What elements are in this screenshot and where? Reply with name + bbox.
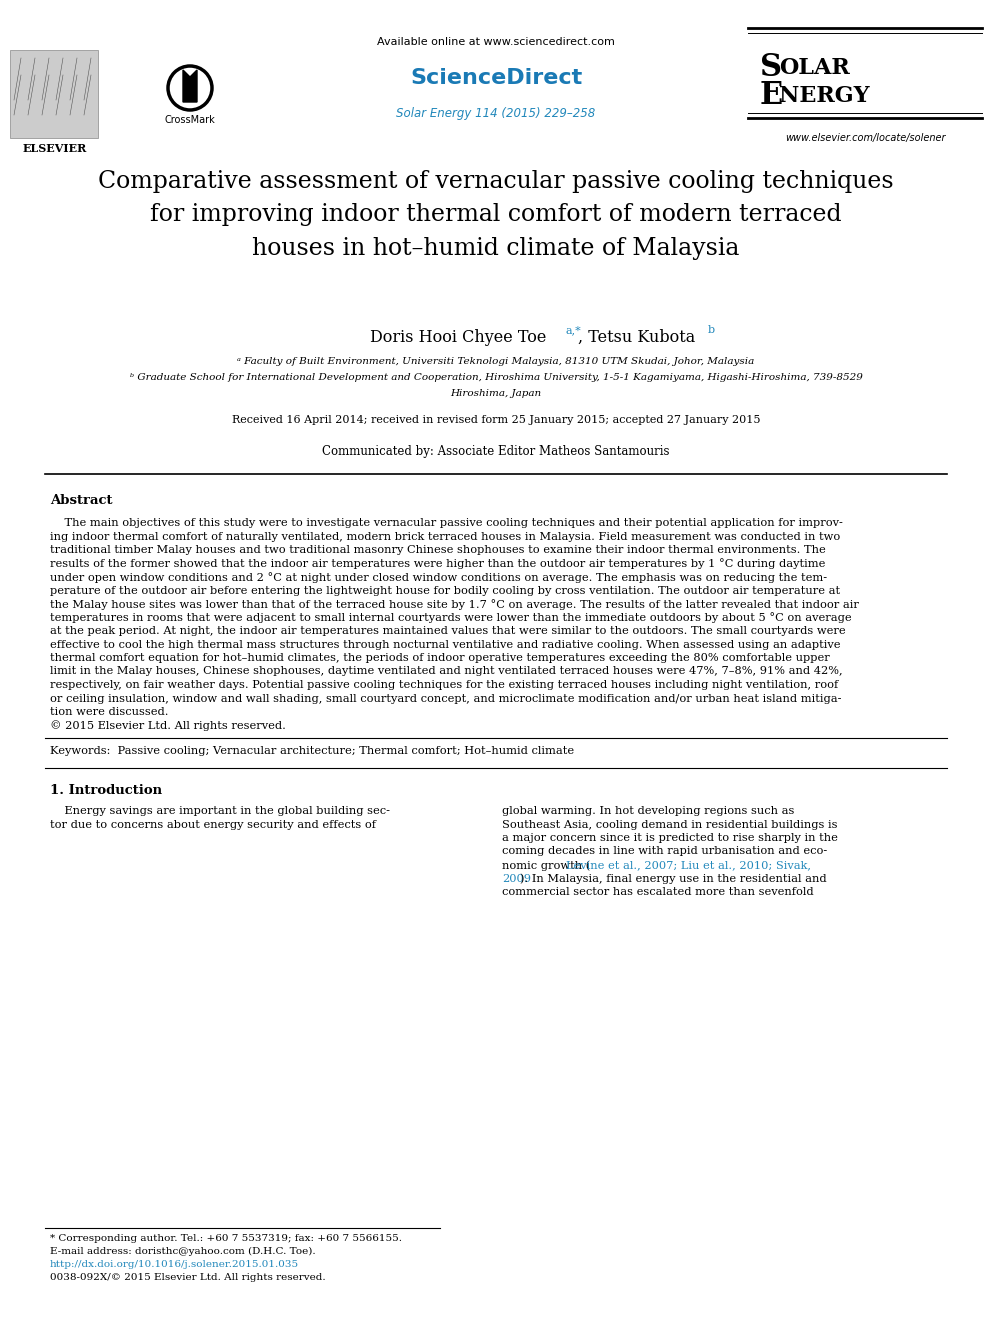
Text: http://dx.doi.org/10.1016/j.solener.2015.01.035: http://dx.doi.org/10.1016/j.solener.2015… — [50, 1259, 300, 1269]
Text: coming decades in line with rapid urbanisation and eco-: coming decades in line with rapid urbani… — [502, 847, 827, 856]
Text: E-mail address: doristhc@yahoo.com (D.H.C. Toe).: E-mail address: doristhc@yahoo.com (D.H.… — [50, 1248, 315, 1256]
Text: 1. Introduction: 1. Introduction — [50, 785, 162, 796]
Text: NERGY: NERGY — [779, 85, 870, 107]
Text: global warming. In hot developing regions such as: global warming. In hot developing region… — [502, 806, 795, 816]
Text: the Malay house sites was lower than that of the terraced house site by 1.7 °C o: the Malay house sites was lower than tha… — [50, 599, 859, 610]
Polygon shape — [183, 70, 197, 102]
Bar — [10, 50, 98, 138]
Text: OLAR: OLAR — [779, 57, 850, 79]
Text: , Tetsu Kubota: , Tetsu Kubota — [578, 328, 695, 345]
Text: a major concern since it is predicted to rise sharply in the: a major concern since it is predicted to… — [502, 833, 838, 843]
Text: nomic growth (: nomic growth ( — [502, 860, 590, 871]
Text: CrossMark: CrossMark — [165, 115, 215, 124]
Text: 0038-092X/© 2015 Elsevier Ltd. All rights reserved.: 0038-092X/© 2015 Elsevier Ltd. All right… — [50, 1273, 325, 1282]
Text: * Corresponding author. Tel.: +60 7 5537319; fax: +60 7 5566155.: * Corresponding author. Tel.: +60 7 5537… — [50, 1234, 402, 1244]
Text: or ceiling insulation, window and wall shading, small courtyard concept, and mic: or ceiling insulation, window and wall s… — [50, 693, 841, 704]
Text: under open window conditions and 2 °C at night under closed window conditions on: under open window conditions and 2 °C at… — [50, 572, 827, 583]
Text: Southeast Asia, cooling demand in residential buildings is: Southeast Asia, cooling demand in reside… — [502, 819, 837, 830]
Text: limit in the Malay houses, Chinese shophouses, daytime ventilated and night vent: limit in the Malay houses, Chinese shoph… — [50, 667, 842, 676]
Text: The main objectives of this study were to investigate vernacular passive cooling: The main objectives of this study were t… — [50, 519, 843, 528]
Text: www.elsevier.com/locate/solener: www.elsevier.com/locate/solener — [785, 134, 945, 143]
Text: ELSEVIER: ELSEVIER — [23, 143, 87, 153]
Text: Communicated by: Associate Editor Matheos Santamouris: Communicated by: Associate Editor Matheo… — [322, 446, 670, 459]
Text: at the peak period. At night, the indoor air temperatures maintained values that: at the peak period. At night, the indoor… — [50, 626, 845, 636]
Text: © 2015 Elsevier Ltd. All rights reserved.: © 2015 Elsevier Ltd. All rights reserved… — [50, 721, 286, 732]
Text: ScienceDirect: ScienceDirect — [410, 67, 582, 89]
Text: Doris Hooi Chyee Toe: Doris Hooi Chyee Toe — [370, 328, 547, 345]
Text: Available online at www.sciencedirect.com: Available online at www.sciencedirect.co… — [377, 37, 615, 48]
Text: effective to cool the high thermal mass structures through nocturnal ventilative: effective to cool the high thermal mass … — [50, 639, 840, 650]
Text: Energy savings are important in the global building sec-: Energy savings are important in the glob… — [50, 806, 390, 816]
Text: tor due to concerns about energy security and effects of: tor due to concerns about energy securit… — [50, 819, 376, 830]
Text: Comparative assessment of vernacular passive cooling techniques
for improving in: Comparative assessment of vernacular pas… — [98, 169, 894, 261]
Text: 2009: 2009 — [502, 873, 531, 884]
Text: thermal comfort equation for hot–humid climates, the periods of indoor operative: thermal comfort equation for hot–humid c… — [50, 654, 829, 663]
Text: Abstract: Abstract — [50, 493, 112, 507]
Text: respectively, on fair weather days. Potential passive cooling techniques for the: respectively, on fair weather days. Pote… — [50, 680, 838, 691]
Text: perature of the outdoor air before entering the lightweight house for bodily coo: perature of the outdoor air before enter… — [50, 586, 840, 595]
Text: Hiroshima, Japan: Hiroshima, Japan — [450, 389, 542, 398]
Text: ). In Malaysia, final energy use in the residential and: ). In Malaysia, final energy use in the … — [521, 873, 827, 884]
Text: temperatures in rooms that were adjacent to small internal courtyards were lower: temperatures in rooms that were adjacent… — [50, 613, 851, 623]
Text: results of the former showed that the indoor air temperatures were higher than t: results of the former showed that the in… — [50, 558, 825, 569]
Text: Keywords:  Passive cooling; Vernacular architecture; Thermal comfort; Hot–humid : Keywords: Passive cooling; Vernacular ar… — [50, 746, 574, 755]
Text: tion were discussed.: tion were discussed. — [50, 706, 169, 717]
Text: E: E — [760, 81, 784, 111]
Text: b: b — [708, 325, 715, 335]
Text: Received 16 April 2014; received in revised form 25 January 2015; accepted 27 Ja: Received 16 April 2014; received in revi… — [232, 415, 760, 425]
Text: traditional timber Malay houses and two traditional masonry Chinese shophouses t: traditional timber Malay houses and two … — [50, 545, 825, 556]
Text: S: S — [760, 53, 782, 83]
Text: commercial sector has escalated more than sevenfold: commercial sector has escalated more tha… — [502, 886, 813, 897]
Text: ᵃ Faculty of Built Environment, Universiti Teknologi Malaysia, 81310 UTM Skudai,: ᵃ Faculty of Built Environment, Universi… — [237, 357, 755, 366]
Text: a,*: a,* — [565, 325, 580, 335]
Text: Levine et al., 2007; Liu et al., 2010; Sivak,: Levine et al., 2007; Liu et al., 2010; S… — [566, 860, 811, 871]
Text: Solar Energy 114 (2015) 229–258: Solar Energy 114 (2015) 229–258 — [397, 106, 595, 119]
Text: ing indoor thermal comfort of naturally ventilated, modern brick terraced houses: ing indoor thermal comfort of naturally … — [50, 532, 840, 541]
Text: ᵇ Graduate School for International Development and Cooperation, Hiroshima Unive: ᵇ Graduate School for International Deve… — [130, 373, 862, 382]
